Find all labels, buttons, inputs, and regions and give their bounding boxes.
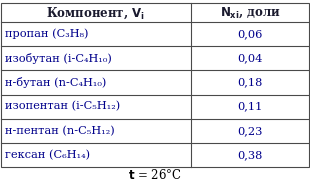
Text: н-бутан (n-C₄H₁₀): н-бутан (n-C₄H₁₀) [5,77,106,88]
Text: Компонент, $\mathbf{V_i}$: Компонент, $\mathbf{V_i}$ [46,5,145,21]
Text: $\mathbf{t}$ = 26°C: $\mathbf{t}$ = 26°C [128,168,182,182]
Text: 0,23: 0,23 [238,126,263,136]
Text: н-пентан (n-C₅H₁₂): н-пентан (n-C₅H₁₂) [5,126,115,136]
Text: гексан (C₆H₁₄): гексан (C₆H₁₄) [5,150,90,160]
Text: 0,11: 0,11 [238,102,263,112]
Text: изопентан (i-C₅H₁₂): изопентан (i-C₅H₁₂) [5,101,120,112]
Text: $\mathbf{N_{xi}}$, доли: $\mathbf{N_{xi}}$, доли [220,6,281,20]
Text: 0,18: 0,18 [238,77,263,88]
Text: изобутан (i-C₄H₁₀): изобутан (i-C₄H₁₀) [5,53,112,64]
Text: 0,04: 0,04 [238,53,263,63]
Text: пропан (C₃H₈): пропан (C₃H₈) [5,29,88,39]
Bar [1,3,309,167]
Text: 0,06: 0,06 [238,29,263,39]
Text: 0,38: 0,38 [238,150,263,160]
